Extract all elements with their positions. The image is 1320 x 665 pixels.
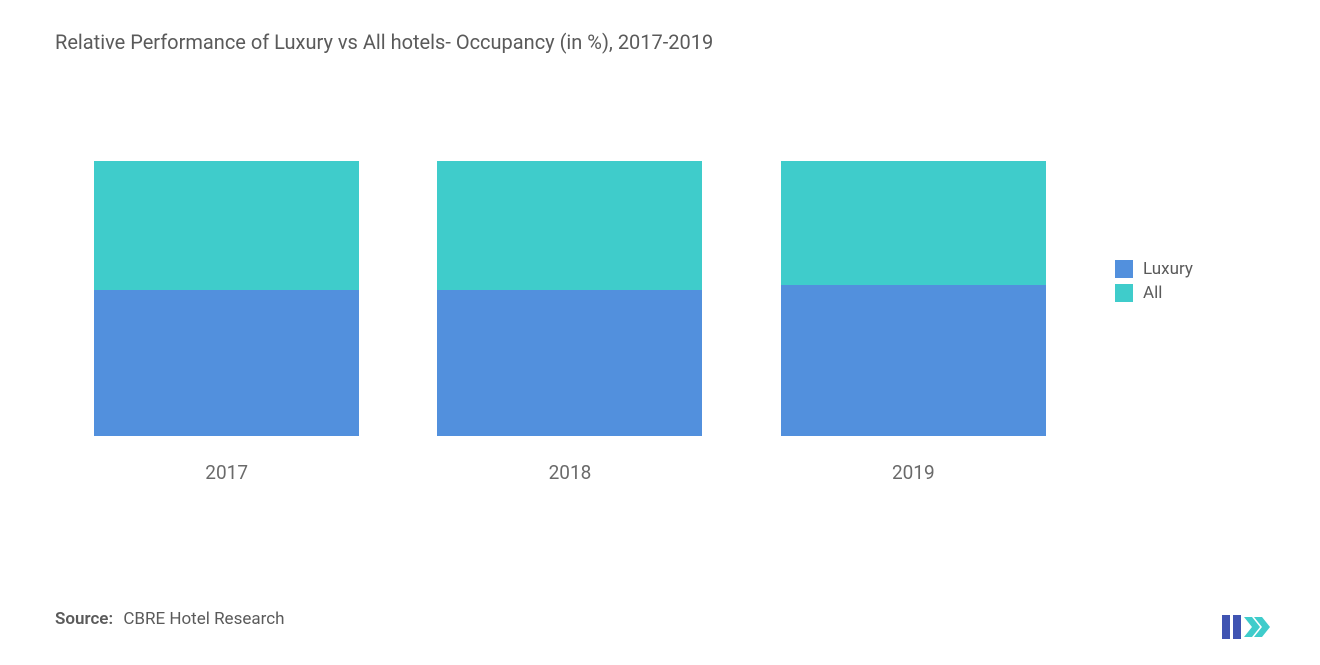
bar-segment-all — [437, 161, 702, 290]
bar-stack — [94, 161, 359, 436]
bar-stack — [781, 161, 1046, 436]
source-text: CBRE Hotel Research — [123, 609, 284, 629]
legend-label: All — [1143, 283, 1162, 303]
bar-group: 2018 — [437, 161, 702, 484]
bar-category-label: 2019 — [892, 461, 935, 484]
bar-category-label: 2017 — [205, 461, 248, 484]
chart-title: Relative Performance of Luxury vs All ho… — [55, 30, 1265, 54]
bar-segment-luxury — [94, 290, 359, 436]
bar-segment-all — [781, 161, 1046, 285]
plot-region: 2017 2018 2019 — [55, 64, 1085, 544]
legend: Luxury All — [1085, 64, 1265, 544]
source-attribution: Source: CBRE Hotel Research — [55, 609, 284, 629]
legend-label: Luxury — [1143, 259, 1193, 279]
bar-segment-luxury — [781, 285, 1046, 436]
bar-category-label: 2018 — [549, 461, 592, 484]
legend-item: Luxury — [1115, 259, 1265, 279]
legend-swatch-icon — [1115, 260, 1133, 278]
bar-segment-luxury — [437, 290, 702, 436]
chart-area: 2017 2018 2019 Luxury All — [55, 64, 1265, 544]
source-label: Source: — [55, 609, 113, 629]
brand-logo-icon — [1222, 611, 1270, 643]
bar-stack — [437, 161, 702, 436]
bar-segment-all — [94, 161, 359, 290]
bar-group: 2019 — [781, 161, 1046, 484]
bar-group: 2017 — [94, 161, 359, 484]
legend-swatch-icon — [1115, 284, 1133, 302]
legend-item: All — [1115, 283, 1265, 303]
